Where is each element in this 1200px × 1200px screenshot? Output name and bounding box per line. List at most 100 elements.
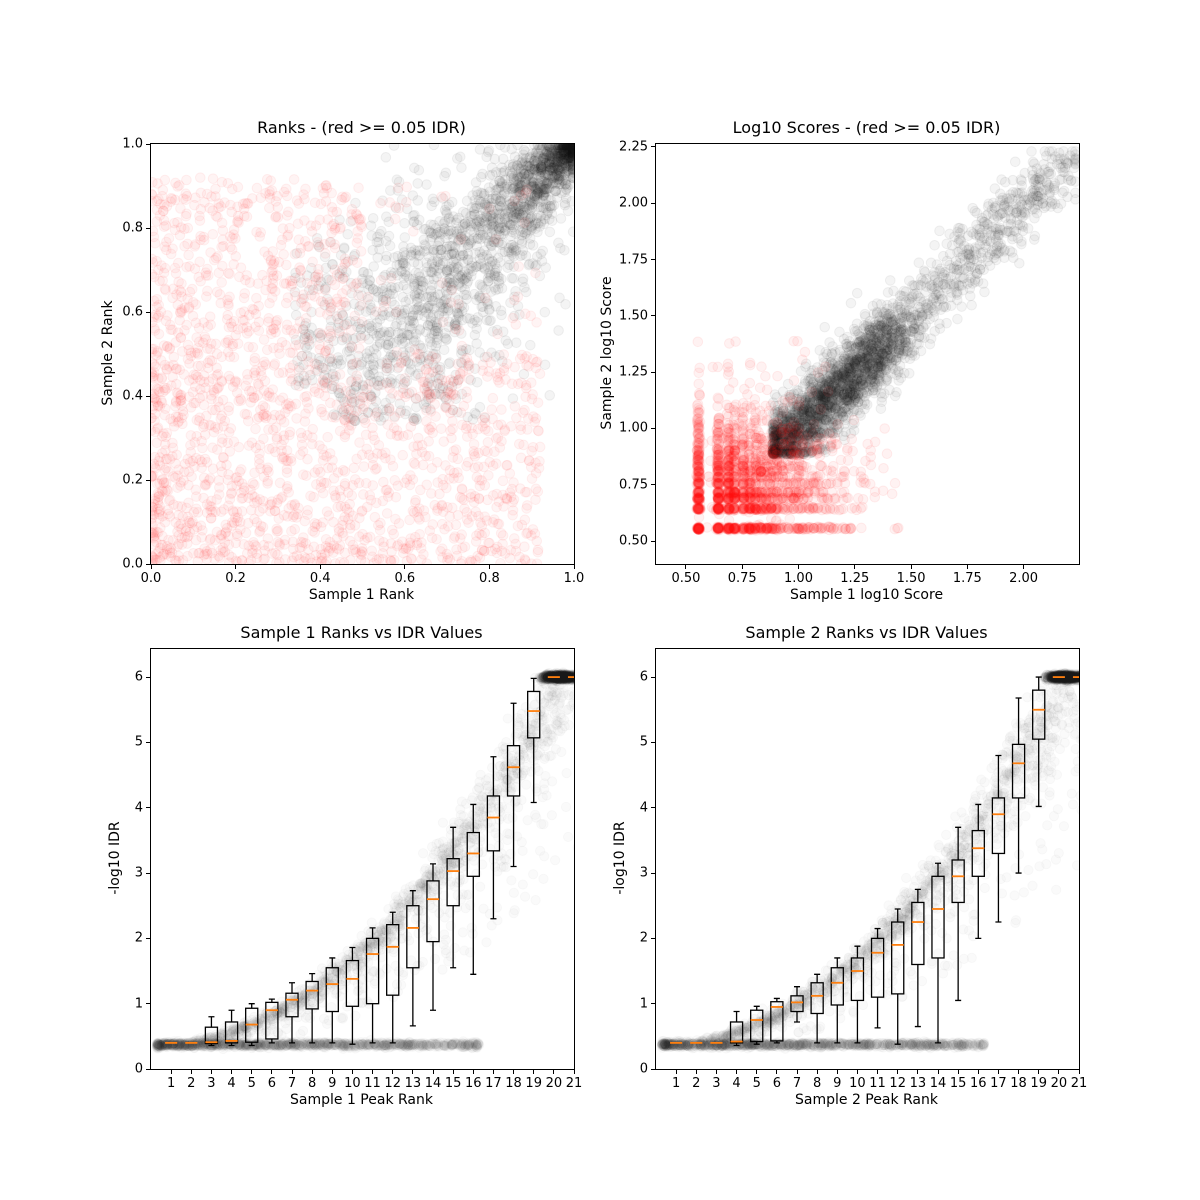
x-tick-mark (573, 565, 575, 569)
x-tick-mark (452, 1070, 454, 1074)
y-tick-mark (146, 479, 150, 481)
scores-plot-xlabel: Sample 1 log10 Score (789, 587, 944, 603)
x-tick-mark (675, 1070, 677, 1074)
y-tick-label: 0.75 (619, 477, 648, 493)
x-tick-mark (756, 1070, 758, 1074)
x-tick-mark (836, 1070, 838, 1074)
x-tick-label: 7 (792, 1076, 802, 1091)
x-tick-label: 1.50 (896, 571, 926, 586)
x-tick-label: 18 (505, 1076, 522, 1091)
x-tick-label: 10 (344, 1076, 361, 1091)
x-tick-mark (412, 1070, 414, 1074)
x-tick-label: 10 (849, 1076, 866, 1091)
y-tick-label: 1 (639, 996, 648, 1012)
x-tick-label: 15 (444, 1076, 462, 1091)
x-tick-mark (854, 565, 856, 569)
x-tick-mark (957, 1070, 959, 1074)
x-tick-mark (235, 565, 237, 569)
x-tick-label: 6 (772, 1076, 781, 1091)
x-tick-label: 1 (672, 1076, 681, 1091)
y-tick-label: 2.00 (619, 195, 648, 211)
scores-scatter-canvas (656, 144, 1079, 564)
x-tick-mark (910, 565, 912, 569)
x-tick-mark (331, 1070, 333, 1074)
sample1-idr-plot-title: Sample 1 Ranks vs IDR Values (240, 623, 483, 642)
x-tick-mark (488, 565, 490, 569)
x-tick-mark (492, 1070, 494, 1074)
sample1-idr-boxplot: 1 2 3 4 5 6 7 8 9 10 11 12 13 14 15 16 17 18 19 20 21 0 1 2 3 4 5 6 (135, 648, 582, 1091)
y-tick-mark (651, 676, 655, 678)
x-tick-mark (798, 565, 799, 569)
x-tick-label: 1.25 (840, 571, 870, 586)
x-tick-mark (513, 1070, 515, 1074)
y-tick-mark (146, 395, 150, 397)
sample2-idr-boxplot: 1 2 3 4 5 6 7 8 9 10 11 12 13 14 15 16 17 18 19 20 21 0 1 2 3 4 5 6 (640, 648, 1087, 1091)
x-tick-label: 5 (752, 1076, 761, 1091)
y-tick-mark (651, 741, 655, 743)
x-tick-mark (372, 1070, 374, 1074)
y-tick-mark (651, 540, 655, 542)
x-tick-label: 0.6 (394, 571, 416, 586)
y-tick-label: 6 (639, 669, 648, 685)
x-tick-label: 0.75 (727, 571, 757, 586)
sample1-idr-canvas (151, 649, 574, 1069)
x-tick-label: 14 (929, 1076, 947, 1091)
x-tick-mark (917, 1070, 919, 1074)
x-tick-label: 0.8 (479, 571, 500, 586)
y-tick-mark (651, 1003, 655, 1005)
x-tick-mark (856, 1070, 858, 1074)
x-tick-mark (796, 1070, 798, 1074)
x-tick-label: 13 (404, 1076, 422, 1091)
y-tick-mark (651, 484, 655, 486)
x-tick-mark (1078, 1070, 1080, 1074)
y-tick-mark (651, 937, 655, 939)
x-tick-label: 1.75 (952, 571, 982, 586)
y-tick-label: 3 (134, 865, 143, 881)
y-tick-mark (651, 259, 655, 261)
sample1-idr-plot-ylabel: -log10 IDR (107, 821, 123, 895)
y-tick-mark (146, 143, 150, 145)
x-tick-mark (937, 1070, 939, 1074)
x-tick-mark (319, 565, 321, 569)
x-tick-label: 3 (207, 1076, 216, 1091)
x-tick-label: 18 (1010, 1076, 1027, 1091)
x-tick-label: 14 (424, 1076, 442, 1091)
x-tick-mark (404, 565, 406, 569)
x-tick-label: 6 (267, 1076, 276, 1091)
x-tick-mark (432, 1070, 434, 1074)
x-tick-label: 21 (1070, 1076, 1088, 1091)
sample2-idr-plot-title: Sample 2 Ranks vs IDR Values (745, 623, 988, 642)
x-tick-mark (291, 1070, 293, 1074)
x-tick-label: 4 (732, 1076, 741, 1091)
x-tick-mark (553, 1070, 555, 1074)
x-tick-label: 16 (970, 1076, 987, 1091)
x-tick-mark (210, 1070, 212, 1074)
x-tick-mark (1038, 1070, 1040, 1074)
x-tick-label: 9 (833, 1076, 842, 1091)
x-tick-mark (271, 1070, 273, 1074)
sample1-idr-plot-xlabel: Sample 1 Peak Rank (290, 1092, 433, 1108)
x-tick-label: 11 (364, 1076, 381, 1091)
x-tick-mark (997, 1070, 999, 1074)
ranks-scatter-plot: 0.0 0.2 0.4 0.6 0.8 1.0 0.0 0.2 0.4 0.6 0.8 1.0 (122, 137, 584, 587)
x-tick-label: 7 (287, 1076, 297, 1091)
y-tick-label: 4 (134, 800, 143, 816)
sample2-idr-plot-xlabel: Sample 2 Peak Rank (795, 1092, 938, 1108)
x-tick-label: 4 (227, 1076, 236, 1091)
y-tick-mark (146, 741, 150, 743)
sample2-idr-canvas (656, 649, 1079, 1069)
y-tick-label: 0.2 (122, 472, 143, 488)
x-tick-label: 17 (485, 1076, 502, 1091)
x-tick-label: 16 (465, 1076, 482, 1091)
y-tick-mark (146, 311, 150, 313)
y-tick-mark (651, 146, 655, 148)
x-tick-label: 20 (1050, 1076, 1068, 1091)
x-tick-label: 2 (187, 1076, 196, 1091)
x-tick-mark (736, 1070, 738, 1074)
x-tick-mark (472, 1070, 474, 1074)
y-tick-mark (146, 227, 150, 229)
y-tick-label: 0.50 (619, 533, 648, 549)
y-tick-label: 1.00 (619, 420, 648, 436)
y-tick-label: 1.50 (619, 308, 648, 324)
x-tick-mark (190, 1070, 192, 1074)
